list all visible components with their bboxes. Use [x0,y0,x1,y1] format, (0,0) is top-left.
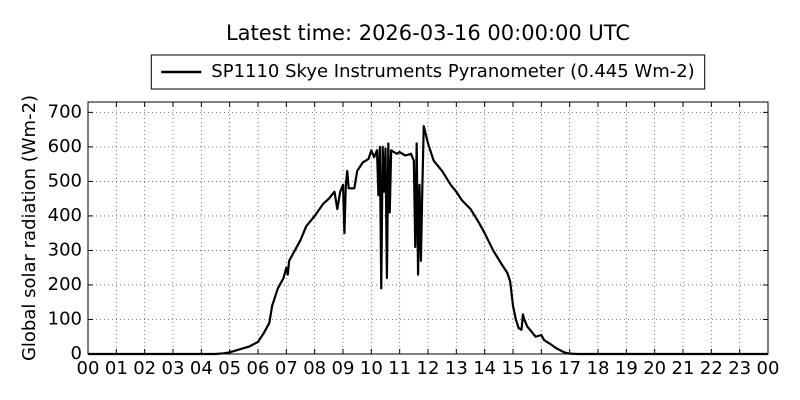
x-tick-label: 00 [77,358,100,379]
x-tick-label: 12 [417,358,440,379]
x-tick-label: 09 [332,358,355,379]
x-tick-label: 07 [275,358,298,379]
x-tick-label: 13 [445,358,468,379]
x-tick-label: 18 [587,358,610,379]
chart-title: Latest time: 2026-03-16 00:00:00 UTC [226,21,630,45]
y-tick-label: 600 [48,136,82,157]
x-tick-label: 14 [473,358,496,379]
y-tick-label: 400 [48,205,82,226]
y-tick-label: 500 [48,170,82,191]
y-tick-label: 300 [48,239,82,260]
y-tick-label: 0 [71,343,82,364]
y-axis-label: Global solar radiation (Wm-2) [19,95,40,361]
x-tick-label: 23 [728,358,751,379]
x-tick-label: 16 [530,358,553,379]
y-tick-label: 200 [48,274,82,295]
x-tick-label: 06 [247,358,270,379]
x-tick-label: 03 [162,358,185,379]
x-tick-label: 19 [615,358,638,379]
y-tick-label: 100 [48,308,82,329]
x-tick-label: 00 [757,358,780,379]
x-tick-label: 05 [218,358,241,379]
x-tick-label: 02 [133,358,156,379]
x-tick-label: 11 [388,358,411,379]
legend-label: SP1110 Skye Instruments Pyranometer (0.4… [211,61,694,82]
line [88,125,768,356]
x-tick-label: 20 [643,358,666,379]
x-tick-label: 08 [303,358,326,379]
x-tick-label: 01 [105,358,128,379]
x-tick-label: 10 [360,358,383,379]
x-tick-label: 04 [190,358,213,379]
x-tick-label: 21 [672,358,695,379]
x-tick-label: 17 [558,358,581,379]
x-tick-label: 15 [502,358,525,379]
y-tick-label: 700 [48,101,82,122]
plot-frame [87,101,769,355]
x-tick-label: 22 [700,358,723,379]
legend-box [150,54,706,90]
